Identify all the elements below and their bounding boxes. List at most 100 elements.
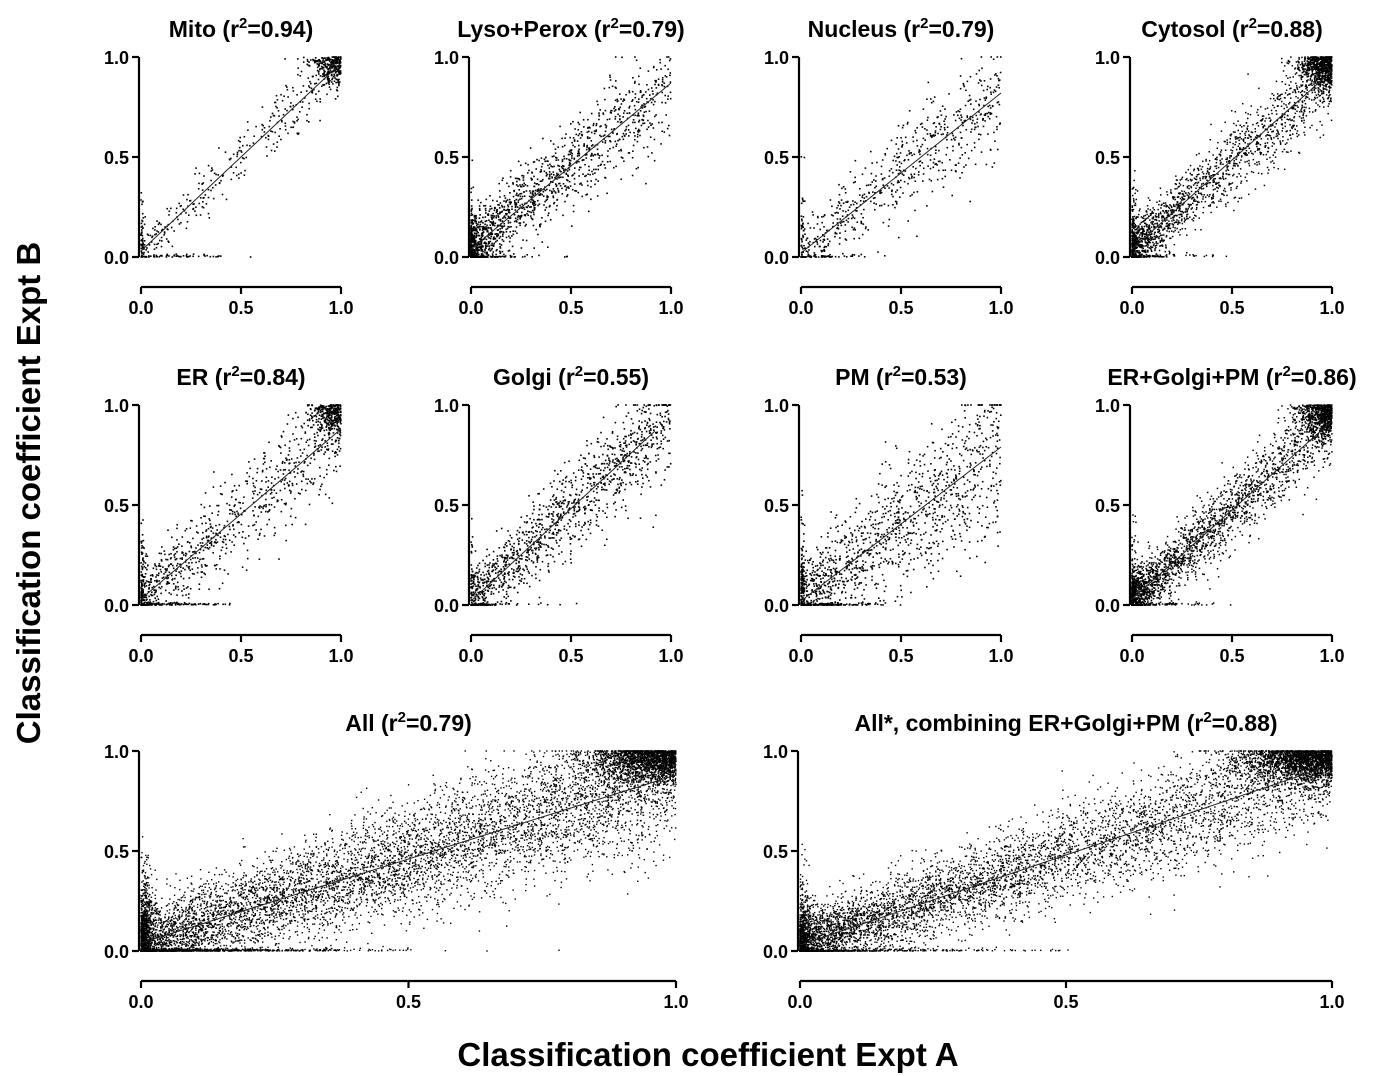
data-point — [815, 256, 817, 258]
data-point — [641, 118, 643, 121]
data-point — [1212, 194, 1214, 197]
data-point — [503, 216, 505, 218]
data-point — [1250, 136, 1252, 138]
data-point — [1327, 96, 1330, 99]
data-point — [284, 122, 287, 124]
data-point — [646, 128, 648, 131]
data-point — [336, 60, 339, 63]
data-point — [483, 227, 485, 229]
data-point — [997, 84, 1000, 86]
data-point — [1205, 172, 1208, 175]
data-point — [614, 140, 617, 143]
data-point — [536, 188, 539, 191]
data-point — [487, 243, 490, 245]
data-point — [541, 193, 543, 196]
data-point — [1159, 241, 1161, 243]
data-point — [579, 166, 581, 169]
data-point — [335, 61, 338, 64]
data-point — [1258, 87, 1260, 90]
data-point — [669, 58, 672, 60]
data-point — [935, 149, 937, 151]
data-point — [332, 62, 334, 64]
data-point — [1177, 192, 1180, 194]
data-point — [186, 198, 188, 201]
y-tick-label: 1.0 — [104, 48, 129, 68]
data-point — [475, 232, 478, 235]
data-point — [237, 173, 240, 176]
data-point — [1163, 239, 1165, 241]
data-point — [185, 255, 188, 257]
data-point — [327, 64, 329, 66]
data-point — [638, 75, 640, 78]
data-point — [165, 238, 168, 240]
data-point — [1220, 161, 1222, 163]
data-point — [1149, 237, 1151, 239]
data-point — [561, 137, 563, 140]
data-point — [1285, 104, 1287, 106]
data-point — [979, 113, 982, 116]
data-point — [562, 176, 564, 179]
data-point — [1163, 217, 1166, 220]
data-point — [337, 79, 340, 82]
data-point — [310, 87, 313, 90]
data-point — [526, 212, 528, 215]
data-point — [486, 229, 489, 232]
data-point — [511, 235, 513, 237]
data-point — [199, 214, 202, 216]
data-point — [495, 215, 498, 217]
data-point — [1300, 84, 1302, 86]
data-point — [203, 254, 205, 257]
data-point — [890, 139, 893, 142]
data-point — [178, 255, 181, 258]
data-point — [314, 98, 317, 100]
data-point — [990, 112, 993, 115]
data-point — [966, 143, 968, 146]
data-point — [584, 154, 587, 156]
x-tick-label: 0.5 — [888, 298, 913, 318]
data-point — [1208, 195, 1210, 198]
data-point — [1254, 136, 1257, 138]
data-point — [485, 212, 487, 214]
data-point — [814, 245, 816, 248]
data-point — [478, 246, 480, 248]
data-point — [1283, 103, 1285, 105]
data-point — [858, 194, 861, 196]
data-point — [1137, 244, 1140, 246]
data-point — [908, 153, 911, 155]
data-point — [533, 185, 535, 188]
data-point — [1262, 115, 1265, 117]
data-point — [328, 60, 331, 62]
data-point — [479, 240, 482, 243]
data-point — [253, 135, 255, 137]
data-point — [319, 101, 321, 103]
data-point — [870, 172, 873, 175]
data-point — [839, 218, 842, 220]
data-point — [207, 196, 210, 199]
data-point — [1181, 199, 1183, 201]
data-point — [476, 235, 478, 237]
data-point — [470, 187, 473, 190]
data-point — [572, 144, 574, 147]
data-point — [1226, 157, 1228, 159]
data-point — [153, 248, 156, 250]
data-point — [473, 234, 476, 237]
data-point — [1321, 74, 1324, 76]
data-point — [541, 241, 544, 243]
data-point — [1147, 251, 1149, 253]
data-point — [305, 90, 308, 92]
data-point — [1276, 129, 1278, 131]
data-point — [823, 239, 826, 241]
data-point — [1316, 61, 1319, 63]
data-point — [1329, 78, 1331, 81]
data-point — [492, 245, 495, 247]
data-point — [1158, 237, 1160, 240]
data-point — [584, 163, 586, 166]
data-point — [611, 109, 613, 112]
data-point — [201, 206, 204, 208]
data-point — [142, 253, 145, 255]
data-point — [665, 114, 667, 116]
data-point — [481, 244, 483, 247]
data-point — [207, 164, 210, 167]
data-point — [322, 83, 324, 86]
data-point — [608, 118, 611, 120]
